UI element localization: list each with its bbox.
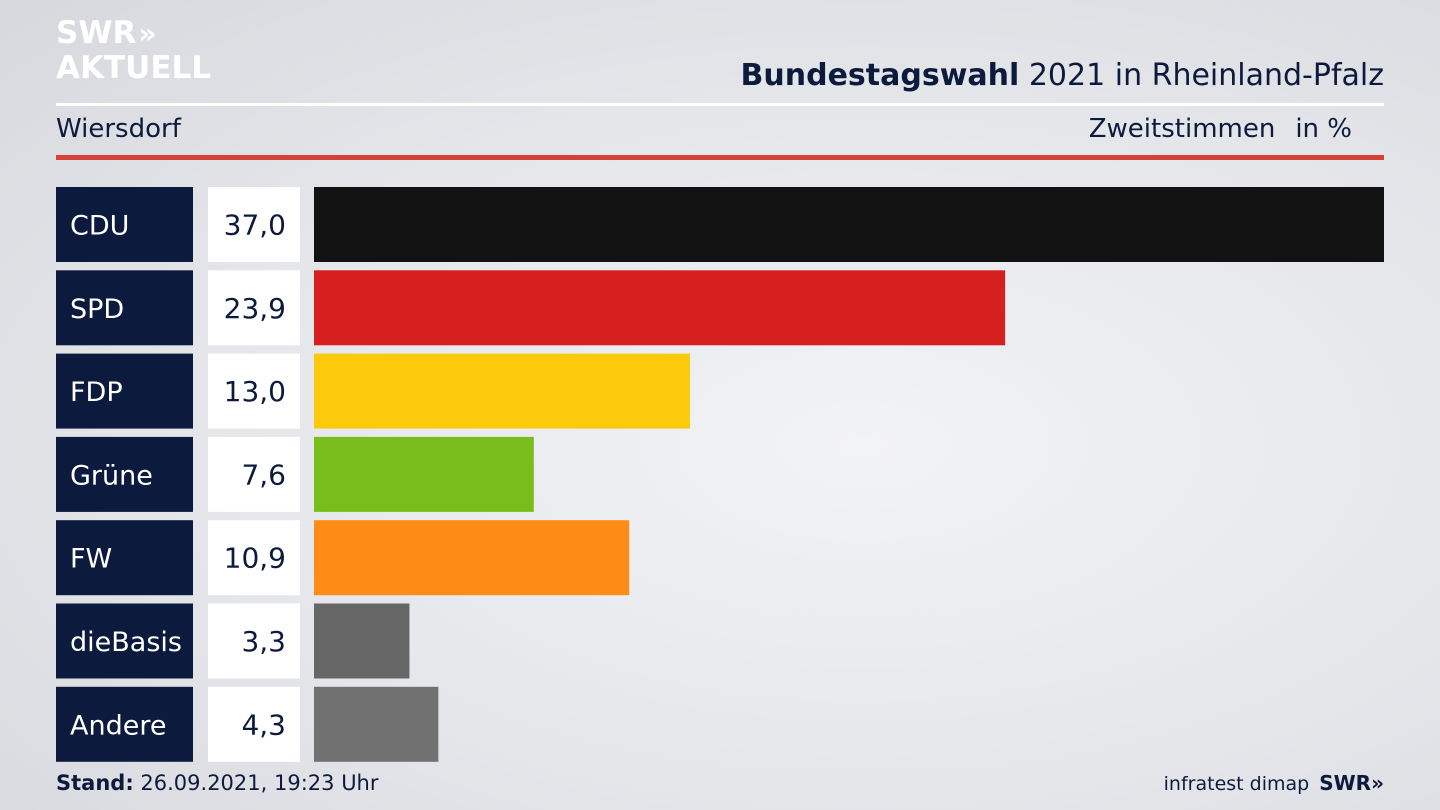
logo-swr-text: SWR [56, 15, 137, 51]
party-label-box-cdu [56, 187, 193, 262]
timestamp-value: 26.09.2021, 19:23 Uhr [140, 771, 379, 795]
value-label-cdu: 37,0 [224, 209, 286, 242]
header-divider [56, 103, 1384, 106]
party-label-fw: FW [70, 544, 112, 575]
bar-fw [314, 520, 630, 596]
party-label-box-fdp [56, 353, 193, 429]
party-label-box-gr-ne [56, 436, 193, 512]
value-box-andere [208, 686, 300, 762]
bar-spd [314, 270, 1006, 346]
value-label-andere: 4,3 [241, 708, 286, 741]
value-label-fw: 10,9 [224, 542, 286, 575]
party-label-andere: Andere [70, 710, 166, 741]
value-box-cdu [208, 187, 300, 262]
bar-gr-ne [314, 436, 534, 512]
party-label-diebasis: dieBasis [70, 627, 182, 658]
unit-text: in % [1295, 114, 1352, 144]
value-box-diebasis [208, 603, 300, 679]
timestamp: Stand: 26.09.2021, 19:23 Uhr [56, 771, 379, 795]
accent-divider [56, 155, 1384, 160]
value-label-gr-ne: 7,6 [241, 458, 286, 491]
chart-title-bold: Bundestagswahl [740, 58, 1020, 93]
timestamp-label: Stand: [56, 771, 134, 795]
bar-cdu [314, 187, 1384, 262]
chart-title-rest: 2021 in Rheinland-Pfalz [1028, 58, 1384, 93]
party-label-box-fw [56, 520, 193, 596]
swr-brand-logo: SWR» [1319, 771, 1384, 795]
party-label-spd: SPD [70, 294, 124, 325]
party-label-gr-ne: Grüne [70, 460, 153, 491]
value-box-fdp [208, 353, 300, 429]
measure-label: Zweitstimmen in % [1089, 114, 1352, 144]
logo-aktuell-text: AKTUELL [56, 50, 212, 86]
party-label-box-andere [56, 686, 193, 762]
party-label-box-spd [56, 270, 193, 346]
chart-title: Bundestagswahl 2021 in Rheinland-Pfalz [741, 58, 1384, 93]
bar-diebasis [314, 603, 410, 679]
value-box-spd [208, 270, 300, 346]
source-text: infratest dimap [1163, 773, 1310, 795]
bar-fdp [314, 353, 690, 429]
value-label-diebasis: 3,3 [241, 625, 286, 658]
value-label-fdp: 13,0 [224, 375, 286, 408]
party-label-fdp: FDP [70, 377, 123, 408]
value-box-gr-ne [208, 436, 300, 512]
measure-text: Zweitstimmen [1088, 114, 1276, 144]
source-credit: infratest dimap SWR» [1164, 771, 1384, 795]
party-label-box-diebasis [56, 603, 193, 679]
swr-aktuell-logo: SWR» AKTUELL [56, 16, 211, 85]
party-label-cdu: CDU [70, 211, 129, 242]
bar-andere [314, 686, 439, 762]
value-label-spd: 23,9 [224, 292, 286, 325]
value-box-fw [208, 520, 300, 596]
location-label: Wiersdorf [56, 114, 181, 144]
